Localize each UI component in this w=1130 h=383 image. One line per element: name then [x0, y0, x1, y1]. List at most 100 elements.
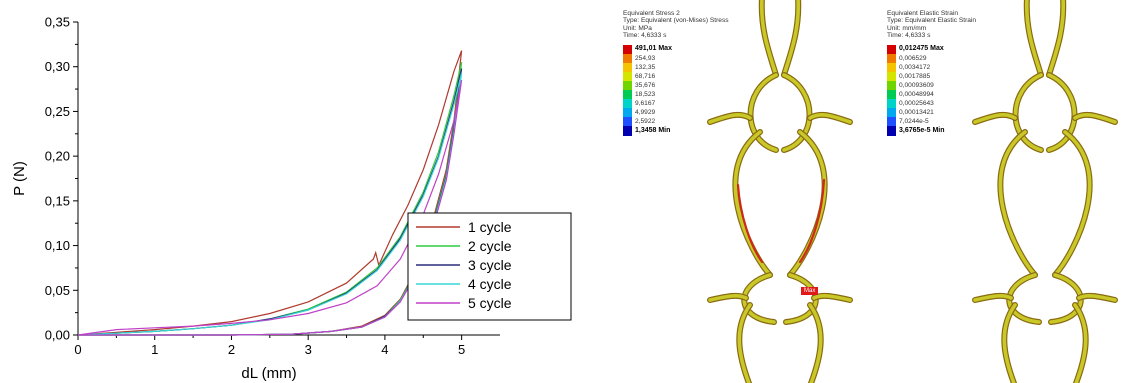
scale-row: 0,00025643 — [887, 99, 976, 109]
strut-segment — [973, 112, 1017, 124]
scale-level-label: 0,00048994 — [899, 90, 934, 98]
scale-row: 35,676 — [623, 81, 729, 91]
scale-level-label: 2,5922 — [635, 118, 656, 126]
scale-swatch — [623, 108, 632, 118]
scale-row: 3,6765e-5 Min — [887, 126, 976, 136]
scale-row: 491,01 Max — [623, 44, 729, 54]
x-tick-label: 0 — [74, 342, 81, 357]
scale-swatch — [623, 117, 632, 127]
x-tick-label: 5 — [458, 342, 465, 357]
scale-swatch — [623, 53, 632, 63]
strut-segment — [748, 73, 778, 152]
scale-swatch — [887, 81, 896, 91]
strut-segment — [708, 294, 748, 302]
strain-color-scale: 0,012475 Max 0,006529 0,0034172 0,0017885 0,… — [887, 44, 976, 136]
y-tick-label: 0,15 — [45, 193, 70, 208]
scale-level-label: 35,676 — [635, 81, 656, 89]
scale-swatch — [887, 53, 896, 63]
y-axis-label: P (N) — [11, 161, 28, 196]
scale-row: 68,716 — [623, 71, 729, 81]
strut-segment — [788, 130, 827, 277]
scale-row: 0,00048994 — [887, 90, 976, 100]
scale-row: 18,523 — [623, 90, 729, 100]
scale-swatch — [623, 81, 632, 91]
stress-legend-title: Equivalent Stress 2 — [623, 10, 680, 17]
strain-legend-unit: Unit: mm/mm — [887, 24, 927, 32]
strut-segment — [1013, 73, 1043, 152]
load-displacement-chart: 0 1 2 3 4 5 0,00 0,05 0,10 0,15 0,20 0,25 0,30 0,35 dL… — [11, 15, 572, 382]
x-tick-label: 2 — [228, 342, 235, 357]
scale-level-label: 0,0017885 — [899, 72, 931, 80]
scale-swatch — [623, 71, 632, 81]
y-tick-label: 0,30 — [45, 59, 70, 74]
strut-segment — [1024, 0, 1043, 77]
scale-swatch — [623, 90, 632, 100]
x-tick-label: 3 — [305, 342, 312, 357]
strut-segment — [784, 273, 818, 324]
legend-box — [407, 212, 572, 321]
stress-legend-type: Type: Equivalent (von-Mises) Stress — [623, 17, 729, 25]
strut-segment — [1073, 112, 1117, 124]
y-tick-label: 0,10 — [45, 238, 70, 253]
strut-segment — [808, 112, 852, 124]
scale-level-label: 18,523 — [635, 90, 656, 98]
strain-legend-time: Time: 4,6333 s — [887, 32, 931, 40]
strut-segment — [1049, 273, 1083, 324]
strut-segment — [1053, 130, 1092, 277]
strut-segment — [998, 130, 1037, 277]
scale-row: 0,00093609 — [887, 81, 976, 91]
scale-swatch — [887, 62, 896, 72]
scale-level-label: 132,35 — [635, 63, 656, 71]
scale-swatch — [887, 71, 896, 81]
strut-segment — [1002, 303, 1017, 383]
scale-swatch — [623, 126, 632, 136]
legend-label: 3 cycle — [468, 257, 512, 273]
scale-level-label: 9,6167 — [635, 100, 656, 108]
scale-level-label: 0,00013421 — [899, 109, 934, 117]
scale-row: 0,012475 Max — [887, 44, 976, 54]
stress-legend: Equivalent Stress 2 Type: Equivalent (vo… — [623, 10, 729, 136]
strut-segment — [782, 0, 801, 77]
scale-swatch — [887, 108, 896, 118]
strut-segment — [1007, 273, 1041, 324]
scale-swatch — [887, 126, 896, 136]
scale-level-label: 3,6765e-5 Min — [899, 127, 945, 135]
scale-swatch — [623, 44, 632, 54]
strut-segment — [737, 303, 752, 383]
scale-swatch — [623, 99, 632, 109]
scale-level-label: 7,0244e-5 — [899, 118, 929, 126]
strut-segment — [759, 0, 778, 77]
scale-level-label: 0,006529 — [899, 54, 927, 62]
strain-legend: Equivalent Elastic Strain Type: Equivale… — [887, 10, 976, 136]
strut-segment — [973, 294, 1013, 302]
strut-segment — [812, 294, 852, 302]
scale-level-label: 68,716 — [635, 72, 656, 80]
stress-strut-render — [707, 0, 853, 383]
scale-level-label: 4,9929 — [635, 109, 656, 117]
strain-legend-type: Type: Equivalent Elastic Strain — [887, 17, 977, 25]
scale-swatch — [623, 62, 632, 72]
y-tick-label: 0,20 — [45, 149, 70, 164]
strain-strut-render — [972, 0, 1118, 383]
scale-level-label: 1,3458 Min — [635, 127, 671, 135]
scale-row: 4,9929 — [623, 108, 729, 118]
y-tick-label: 0,05 — [45, 283, 70, 298]
legend-label: 2 cycle — [468, 238, 512, 254]
legend-label: 4 cycle — [468, 276, 512, 292]
scale-level-label: 0,012475 Max — [899, 45, 944, 53]
scale-row: 254,93 — [623, 53, 729, 63]
scale-swatch — [887, 44, 896, 54]
strain-legend-title: Equivalent Elastic Strain — [887, 10, 959, 17]
stress-legend-time: Time: 4,6333 s — [623, 32, 667, 40]
legend-label: 1 cycle — [468, 219, 512, 235]
strut-segment — [1047, 0, 1066, 77]
scale-row: 132,35 — [623, 62, 729, 72]
scale-row: 2,5922 — [623, 117, 729, 127]
fem-strut-renders — [707, 0, 1118, 383]
scale-row: 9,6167 — [623, 99, 729, 109]
scale-row: 7,0244e-5 — [887, 117, 976, 127]
y-tick-label: 0,25 — [45, 104, 70, 119]
series-line-5 — [77, 79, 463, 336]
scale-row: 0,0017885 — [887, 71, 976, 81]
scale-level-label: 491,01 Max — [635, 45, 672, 53]
